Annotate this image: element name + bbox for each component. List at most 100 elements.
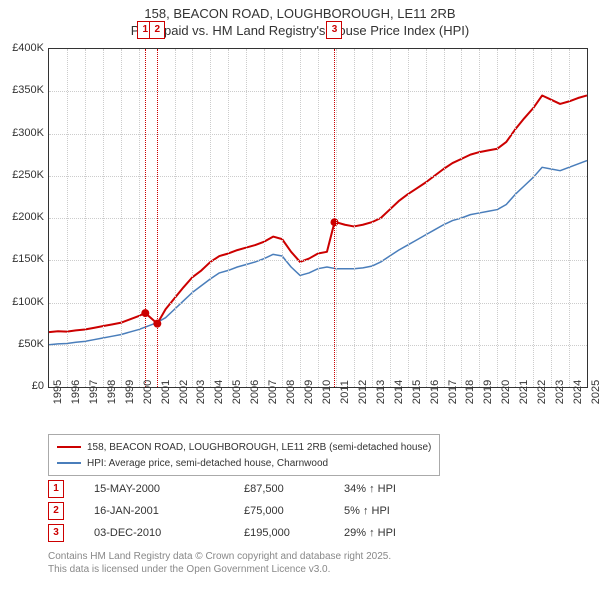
x-gridline — [210, 49, 211, 387]
y-tick-label: £0 — [2, 380, 44, 392]
sales-row-date: 03-DEC-2010 — [64, 527, 244, 539]
x-gridline — [533, 49, 534, 387]
x-tick-label: 2003 — [195, 380, 207, 404]
x-tick-label: 1996 — [70, 380, 82, 404]
x-gridline — [569, 49, 570, 387]
sales-row-pct: 29% ↑ HPI — [344, 527, 444, 539]
x-tick-label: 2002 — [178, 380, 190, 404]
x-tick-label: 2009 — [303, 380, 315, 404]
sale-marker-line — [157, 49, 158, 387]
y-tick-label: £50K — [2, 338, 44, 350]
x-tick-label: 1999 — [124, 380, 136, 404]
x-gridline — [228, 49, 229, 387]
title-line-1: 158, BEACON ROAD, LOUGHBOROUGH, LE11 2RB — [144, 6, 455, 21]
x-tick-label: 2019 — [482, 380, 494, 404]
footer-line-1: Contains HM Land Registry data © Crown c… — [48, 551, 391, 562]
x-tick-label: 2018 — [464, 380, 476, 404]
sale-marker-line — [334, 49, 335, 387]
x-tick-label: 2007 — [267, 380, 279, 404]
legend-item: HPI: Average price, semi-detached house,… — [57, 455, 431, 471]
attribution-footer: Contains HM Land Registry data © Crown c… — [48, 550, 391, 576]
footer-line-2: This data is licensed under the Open Gov… — [48, 564, 330, 575]
x-gridline — [426, 49, 427, 387]
x-tick-label: 2020 — [500, 380, 512, 404]
x-gridline — [372, 49, 373, 387]
sales-table: 115-MAY-2000£87,50034% ↑ HPI216-JAN-2001… — [48, 478, 444, 544]
legend-label: 158, BEACON ROAD, LOUGHBOROUGH, LE11 2RB… — [87, 442, 431, 453]
x-gridline — [461, 49, 462, 387]
x-tick-label: 2015 — [411, 380, 423, 404]
sales-row-badge: 1 — [48, 480, 64, 498]
x-gridline — [103, 49, 104, 387]
x-gridline — [175, 49, 176, 387]
sales-row-pct: 5% ↑ HPI — [344, 505, 444, 517]
x-gridline — [444, 49, 445, 387]
x-tick-label: 2017 — [447, 380, 459, 404]
x-tick-label: 2014 — [393, 380, 405, 404]
x-tick-label: 2010 — [321, 380, 333, 404]
x-gridline — [246, 49, 247, 387]
sales-row-date: 15-MAY-2000 — [64, 483, 244, 495]
x-tick-label: 2004 — [213, 380, 225, 404]
legend-item: 158, BEACON ROAD, LOUGHBOROUGH, LE11 2RB… — [57, 439, 431, 455]
legend: 158, BEACON ROAD, LOUGHBOROUGH, LE11 2RB… — [48, 434, 440, 476]
sales-row-badge: 2 — [48, 502, 64, 520]
x-gridline — [336, 49, 337, 387]
x-tick-label: 2022 — [536, 380, 548, 404]
x-tick-label: 2013 — [375, 380, 387, 404]
legend-swatch — [57, 462, 81, 464]
x-tick-label: 1998 — [106, 380, 118, 404]
sales-row: 216-JAN-2001£75,0005% ↑ HPI — [48, 500, 444, 522]
x-tick-label: 2016 — [429, 380, 441, 404]
sales-row-badge: 3 — [48, 524, 64, 542]
x-tick-label: 1995 — [52, 380, 64, 404]
y-tick-label: £100K — [2, 296, 44, 308]
sales-row-price: £195,000 — [244, 527, 344, 539]
sales-row: 115-MAY-2000£87,50034% ↑ HPI — [48, 478, 444, 500]
x-tick-label: 2008 — [285, 380, 297, 404]
y-tick-label: £150K — [2, 253, 44, 265]
x-gridline — [139, 49, 140, 387]
x-gridline — [264, 49, 265, 387]
sale-marker-badge: 3 — [326, 21, 342, 39]
legend-label: HPI: Average price, semi-detached house,… — [87, 458, 328, 469]
y-tick-label: £250K — [2, 169, 44, 181]
x-tick-label: 2021 — [518, 380, 530, 404]
x-tick-label: 1997 — [88, 380, 100, 404]
x-gridline — [121, 49, 122, 387]
y-tick-label: £200K — [2, 211, 44, 223]
x-gridline — [318, 49, 319, 387]
sales-row-price: £87,500 — [244, 483, 344, 495]
x-gridline — [354, 49, 355, 387]
x-gridline — [479, 49, 480, 387]
x-gridline — [408, 49, 409, 387]
x-tick-label: 2001 — [160, 380, 172, 404]
x-gridline — [67, 49, 68, 387]
x-tick-label: 2024 — [572, 380, 584, 404]
x-gridline — [282, 49, 283, 387]
x-gridline — [300, 49, 301, 387]
x-gridline — [497, 49, 498, 387]
x-gridline — [85, 49, 86, 387]
x-tick-label: 2012 — [357, 380, 369, 404]
title-line-2: Price paid vs. HM Land Registry's House … — [131, 23, 469, 38]
sales-row-date: 16-JAN-2001 — [64, 505, 244, 517]
x-tick-label: 2025 — [590, 380, 600, 404]
x-tick-label: 2011 — [339, 380, 351, 404]
x-gridline — [390, 49, 391, 387]
sale-marker-line — [145, 49, 146, 387]
sales-row-pct: 34% ↑ HPI — [344, 483, 444, 495]
x-gridline — [192, 49, 193, 387]
x-gridline — [515, 49, 516, 387]
sales-row-price: £75,000 — [244, 505, 344, 517]
x-gridline — [551, 49, 552, 387]
y-tick-label: £300K — [2, 127, 44, 139]
chart-container: 158, BEACON ROAD, LOUGHBOROUGH, LE11 2RB… — [0, 0, 600, 590]
legend-swatch — [57, 446, 81, 448]
x-tick-label: 2023 — [554, 380, 566, 404]
plot-area: 123 — [48, 48, 588, 388]
y-tick-label: £350K — [2, 84, 44, 96]
y-tick-label: £400K — [2, 42, 44, 54]
x-tick-label: 2006 — [249, 380, 261, 404]
x-tick-label: 2000 — [142, 380, 154, 404]
